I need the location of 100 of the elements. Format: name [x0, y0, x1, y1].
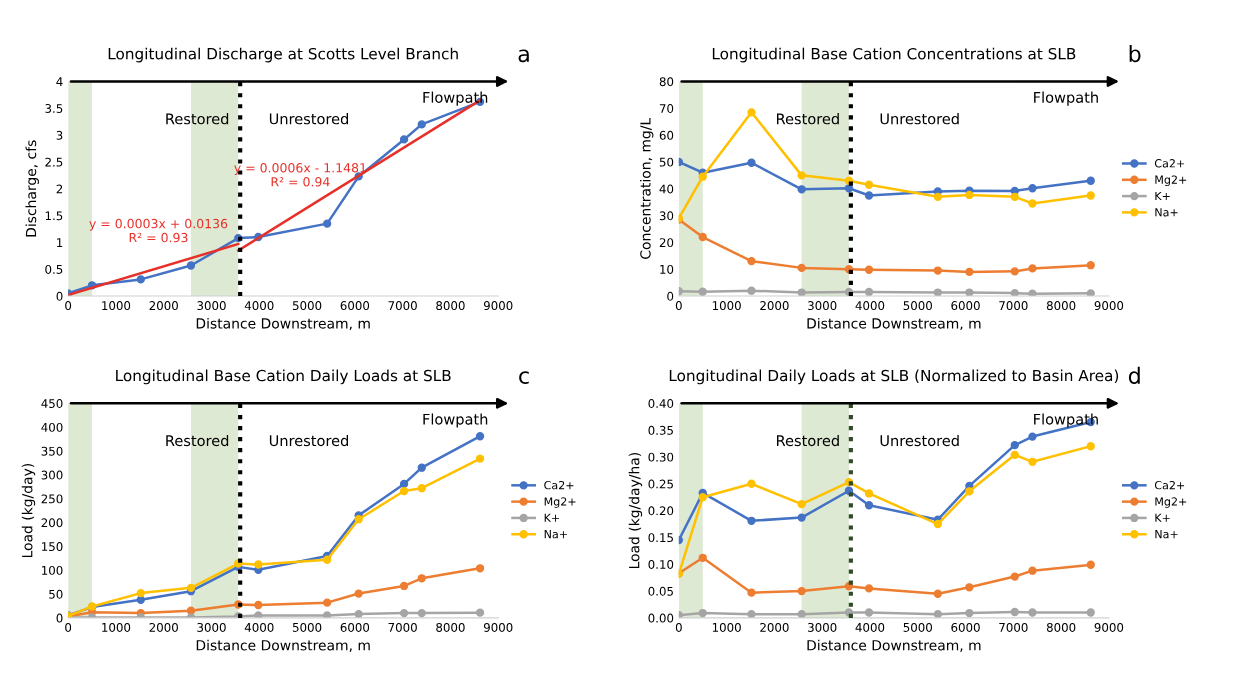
- y-tick-label: 70: [659, 104, 674, 113]
- y-axis-title: Discharge, cfs: [25, 140, 39, 237]
- x-tick-label: 3000: [197, 301, 226, 311]
- y-tick-label: 350: [41, 446, 63, 456]
- x-tick-label: 7000: [999, 622, 1028, 632]
- annotation: Restored: [777, 434, 839, 447]
- y-axis-title: Load (kg/day): [21, 463, 36, 558]
- x-tick-label: 7000: [999, 301, 1028, 311]
- legend-label: Ca2+: [544, 480, 574, 490]
- x-tick-label: 6000: [340, 622, 370, 632]
- legend-label: K+: [544, 513, 560, 522]
- x-tick-label: 2000: [149, 622, 178, 632]
- y-tick-label: 0.30: [648, 452, 674, 462]
- legend-label: Mg2+: [544, 497, 576, 508]
- chart-title: Longitudinal Base Cation Concentrations at SLB: [712, 47, 1076, 63]
- x-tick-label: 8000: [1046, 301, 1076, 311]
- text: d: [1128, 366, 1140, 385]
- x-tick-label: 6000: [951, 622, 980, 632]
- annotation: Flowpath: [1034, 413, 1098, 428]
- x-tick-label: 9000: [1094, 622, 1124, 632]
- x-tick-label: 0: [675, 622, 682, 632]
- x-tick-label: 7000: [388, 622, 417, 632]
- y-tick-label: 50: [659, 157, 674, 167]
- chart-title: Longitudinal Daily Loads at SLB (Normalized to Basin Area): [669, 369, 1119, 385]
- y-tick-label: 400: [41, 422, 63, 432]
- x-tick-label: 5000: [903, 301, 932, 311]
- annotation: Unrestored: [880, 434, 959, 447]
- annotation: Restored: [777, 113, 839, 125]
- x-tick-label: 4000: [244, 622, 274, 632]
- text: b: [1129, 44, 1141, 63]
- chart-title: Longitudinal Discharge at Scotts Level Branch: [108, 47, 458, 63]
- x-tick-label: 1000: [102, 622, 131, 632]
- legend-label: K+: [1155, 513, 1170, 522]
- annotation: Restored: [166, 113, 229, 125]
- y-tick-label: 60: [659, 130, 674, 140]
- x-axis-title: Distance Downstream, m: [196, 317, 370, 331]
- x-tick-label: 5000: [903, 622, 932, 632]
- y-tick-label: 80: [659, 77, 674, 87]
- y-tick-label: 250: [41, 494, 63, 504]
- legend-label: Na+: [1155, 530, 1178, 539]
- y-tick-label: 150: [42, 542, 63, 552]
- y-tick-label: 0.35: [648, 425, 673, 435]
- y-tick-label: 2.5: [45, 157, 63, 167]
- y-tick-label: 30: [659, 211, 674, 221]
- annotation: Restored: [166, 434, 229, 447]
- y-tick-label: 20: [659, 238, 674, 248]
- y-tick-label: 0.20: [648, 506, 674, 516]
- x-axis-title: Distance Downstream, m: [807, 639, 981, 652]
- x-axis-title: Distance Downstream, m: [196, 639, 370, 652]
- y-tick-label: 3: [56, 130, 63, 140]
- x-tick-label: 4000: [855, 301, 885, 311]
- y-tick-label: 450: [41, 399, 63, 408]
- y-tick-label: 0.15: [648, 533, 673, 543]
- x-tick-label: 8000: [436, 301, 465, 311]
- y-tick-label: 40: [659, 184, 674, 194]
- x-axis-title: Distance Downstream, m: [807, 317, 981, 331]
- y-tick-label: 10: [660, 264, 674, 274]
- y-tick-label: 200: [41, 518, 63, 528]
- legend-label: Mg2+: [1155, 175, 1187, 186]
- y-tick-label: 0.5: [45, 264, 63, 274]
- y-tick-label: 1.5: [45, 211, 63, 221]
- x-tick-label: 4000: [244, 301, 274, 311]
- x-tick-label: 4000: [855, 622, 885, 632]
- y-tick-label: 0: [56, 613, 63, 623]
- x-tick-label: 8000: [1046, 622, 1076, 632]
- x-tick-label: 3000: [197, 622, 226, 632]
- annotation: y = 0.0003x + 0.0136 R² = 0.93: [89, 218, 228, 243]
- x-tick-label: 0: [65, 301, 72, 311]
- y-tick-label: 0: [667, 291, 674, 301]
- x-tick-label: 0: [675, 301, 682, 311]
- y-tick-label: 0.05: [648, 586, 673, 596]
- x-tick-label: 1000: [712, 301, 741, 311]
- x-tick-label: 3000: [808, 622, 837, 632]
- y-tick-label: 4: [56, 77, 63, 86]
- x-tick-label: 1000: [712, 622, 741, 632]
- y-tick-label: 0.40: [648, 399, 674, 408]
- y-axis-title: Load (kg/day/ha): [628, 452, 643, 569]
- y-tick-label: 2: [56, 184, 63, 194]
- x-tick-label: 8000: [436, 622, 465, 632]
- annotation: Unrestored: [880, 113, 959, 125]
- legend-label: Na+: [544, 530, 567, 539]
- legend-label: Mg2+: [1155, 497, 1187, 508]
- x-tick-label: 7000: [388, 301, 417, 311]
- x-tick-label: 9000: [1094, 301, 1124, 311]
- annotation: Unrestored: [269, 113, 348, 125]
- y-tick-label: 300: [41, 470, 63, 480]
- x-tick-label: 9000: [483, 301, 513, 311]
- y-tick-label: 1: [57, 238, 63, 247]
- x-tick-label: 2000: [760, 622, 789, 632]
- x-tick-label: 3000: [808, 301, 837, 311]
- y-axis-title: Concentration, mg/L: [639, 117, 654, 259]
- annotation: y = 0.0006x - 1.1481 R² = 0.94: [234, 163, 366, 187]
- legend-label: Ca2+: [1154, 159, 1185, 168]
- y-tick-label: 0.25: [648, 479, 673, 489]
- x-tick-label: 0: [65, 622, 72, 632]
- legend-label: K+: [1155, 191, 1170, 200]
- y-tick-label: 0.00: [648, 613, 674, 623]
- annotation: Flowpath: [1034, 91, 1098, 106]
- x-tick-label: 5000: [292, 301, 322, 311]
- x-tick-label: 6000: [951, 301, 980, 311]
